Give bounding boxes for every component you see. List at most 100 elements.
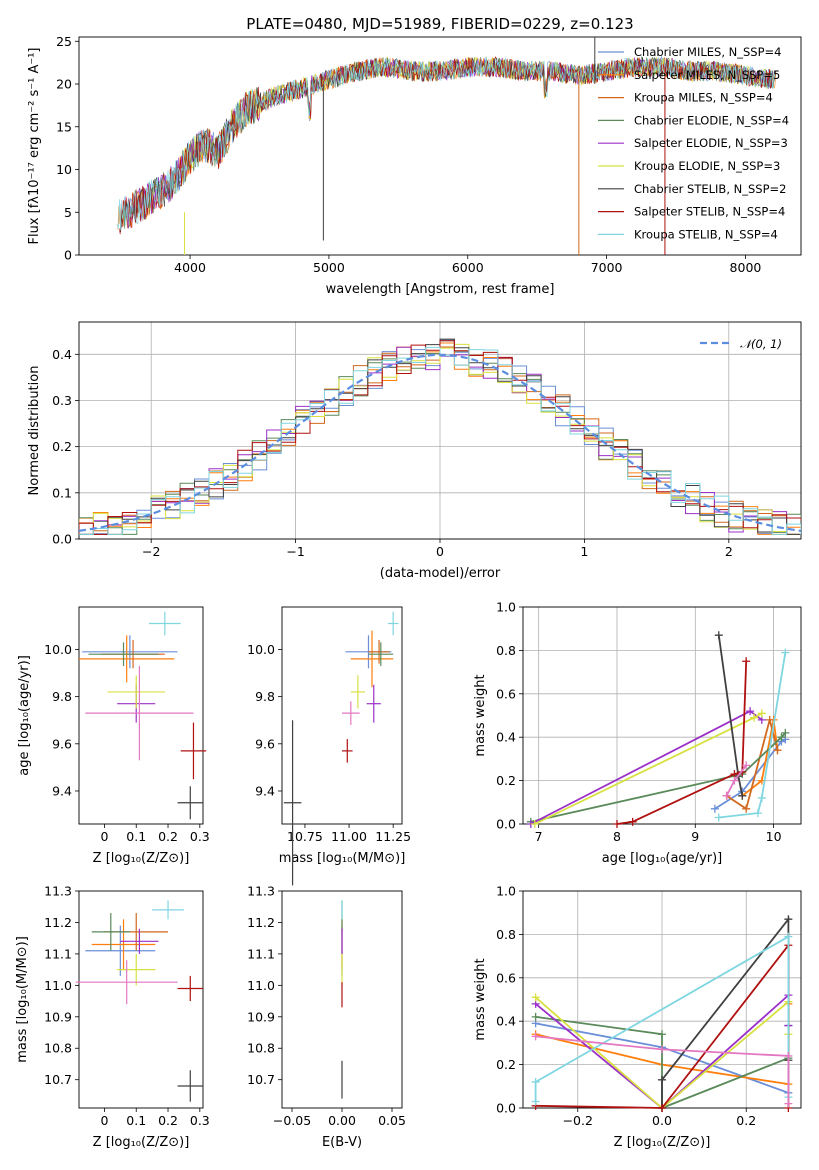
y-tick-label: 10.7 — [247, 1072, 275, 1087]
y-tick-label: 11.0 — [247, 978, 275, 993]
y-tick-label: 10 — [56, 162, 72, 177]
weight-marker — [714, 631, 723, 640]
weight-marker — [742, 761, 751, 770]
x-tick-label: 0.2 — [158, 829, 178, 844]
x-tick-label: 0.3 — [190, 829, 210, 844]
weight-lines — [526, 631, 790, 828]
x-axis-label: age [log₁₀(age/yr)] — [602, 851, 723, 866]
weight-marker — [531, 1077, 540, 1086]
y-tick-label: 20 — [56, 77, 72, 92]
legend-entry: Salpeter ELODIE, N_SSP=3 — [634, 136, 788, 150]
x-tick-label: −1 — [286, 544, 304, 559]
x-tick-label: 7 — [535, 829, 543, 844]
weight-marker — [784, 915, 793, 924]
y-tick-label: 10.9 — [44, 1009, 72, 1024]
y-tick-label: 9.6 — [52, 736, 72, 751]
spectrum-line — [119, 56, 773, 235]
y-tick-label: 10.0 — [44, 642, 72, 657]
y-tick-label: 5 — [64, 205, 72, 220]
y-tick-label: 11.1 — [247, 946, 275, 961]
weight-line — [535, 1035, 790, 1104]
x-axis-label: wavelength [Angstrom, rest frame] — [326, 282, 555, 297]
weight-marker — [658, 1075, 666, 1084]
x-tick-label: 0.00 — [328, 1113, 356, 1128]
y-tick-label: 11.2 — [247, 915, 275, 930]
y-tick-label: 0.4 — [496, 730, 516, 745]
y-tick-label: 11.3 — [247, 884, 275, 899]
weight-marker — [757, 709, 766, 718]
weight-marker — [784, 932, 793, 941]
y-tick-label: 10.9 — [247, 1009, 275, 1024]
normal-reference-curve — [79, 353, 801, 532]
y-tick-label: 0.2 — [496, 773, 516, 788]
panel-4 — [519, 606, 802, 828]
weight-marker — [746, 707, 755, 716]
x-axis-label: Z [log₁₀(Z/Z⊙)] — [93, 851, 190, 866]
panel-2 — [75, 606, 204, 828]
weight-marker — [710, 804, 719, 813]
y-tick-label: 0.0 — [496, 817, 516, 832]
weight-marker — [714, 813, 723, 822]
x-tick-label: −2 — [142, 544, 160, 559]
x-tick-label: 7000 — [591, 260, 623, 275]
y-axis-label: Normed distribution — [27, 366, 42, 496]
y-tick-label: 11.2 — [44, 915, 72, 930]
weight-marker — [784, 1099, 793, 1108]
x-axis-label: E(B-V) — [322, 1135, 362, 1150]
panel-6 — [278, 890, 403, 1112]
x-tick-label: 0.2 — [158, 1113, 178, 1128]
panel-3 — [278, 606, 403, 828]
x-tick-label: 10 — [766, 829, 782, 844]
weight-marker — [658, 1104, 666, 1112]
y-tick-label: 1.0 — [496, 884, 516, 899]
legend: Chabrier MILES, N_SSP=4 Salpeter MILES, N… — [598, 45, 789, 241]
weight-marker — [612, 820, 621, 828]
errorbars — [283, 611, 399, 886]
weight-marker — [757, 793, 766, 802]
x-tick-label: 10.75 — [287, 829, 323, 844]
axes-frame — [78, 36, 802, 256]
panel-0 — [75, 36, 802, 259]
x-tick-label: 2 — [725, 544, 733, 559]
y-tick-label: 1.0 — [496, 600, 516, 615]
panel-1 — [75, 321, 802, 543]
y-tick-label: 11.3 — [44, 884, 72, 899]
legend-entry: Kroupa STELIB, N_SSP=4 — [634, 227, 778, 241]
x-tick-label: 0.05 — [378, 1113, 406, 1128]
x-tick-label: 1 — [580, 544, 588, 559]
y-axis-label: Flux [fλ10⁻¹⁷ erg cm⁻² s⁻¹ A⁻¹] — [27, 48, 42, 245]
y-tick-label: 0.8 — [496, 927, 516, 942]
y-tick-label: 11.0 — [44, 978, 72, 993]
x-tick-label: 0.1 — [126, 829, 146, 844]
weight-marker — [531, 1012, 540, 1021]
x-tick-label: 4000 — [174, 260, 206, 275]
weight-marker — [750, 713, 759, 722]
y-tick-label: 0.6 — [496, 686, 516, 701]
legend-entry: Kroupa MILES, N_SSP=4 — [634, 91, 773, 105]
chart-title: PLATE=0480, MJD=51989, FIBERID=0229, z=0… — [246, 15, 633, 33]
y-tick-label: 0.6 — [496, 970, 516, 985]
x-tick-label: 0.3 — [190, 1113, 210, 1128]
x-tick-label: 8 — [613, 829, 621, 844]
y-axis-label: mass [log₁₀(M/M⊙)] — [15, 936, 30, 1063]
x-tick-label: 8000 — [730, 260, 762, 275]
weight-marker — [531, 1032, 540, 1041]
y-tick-label: 0.0 — [496, 1101, 516, 1116]
weight-marker — [784, 1051, 793, 1060]
panel-5 — [75, 890, 204, 1112]
weight-lines — [531, 915, 793, 1112]
axes-frame — [78, 606, 204, 825]
y-tick-label: 10.0 — [247, 642, 275, 657]
y-tick-label: 0.4 — [52, 347, 72, 362]
y-tick-label: 9.4 — [52, 783, 72, 798]
weight-marker — [753, 809, 762, 818]
weight-line — [530, 732, 786, 823]
y-tick-label: 10.7 — [44, 1072, 72, 1087]
x-tick-label: 0 — [100, 1113, 108, 1128]
weight-line — [718, 652, 787, 819]
histogram-series — [79, 338, 801, 535]
y-axis-label: mass weight — [473, 958, 488, 1040]
x-axis-label: (data-model)/error — [380, 566, 501, 581]
weight-line — [530, 710, 763, 825]
